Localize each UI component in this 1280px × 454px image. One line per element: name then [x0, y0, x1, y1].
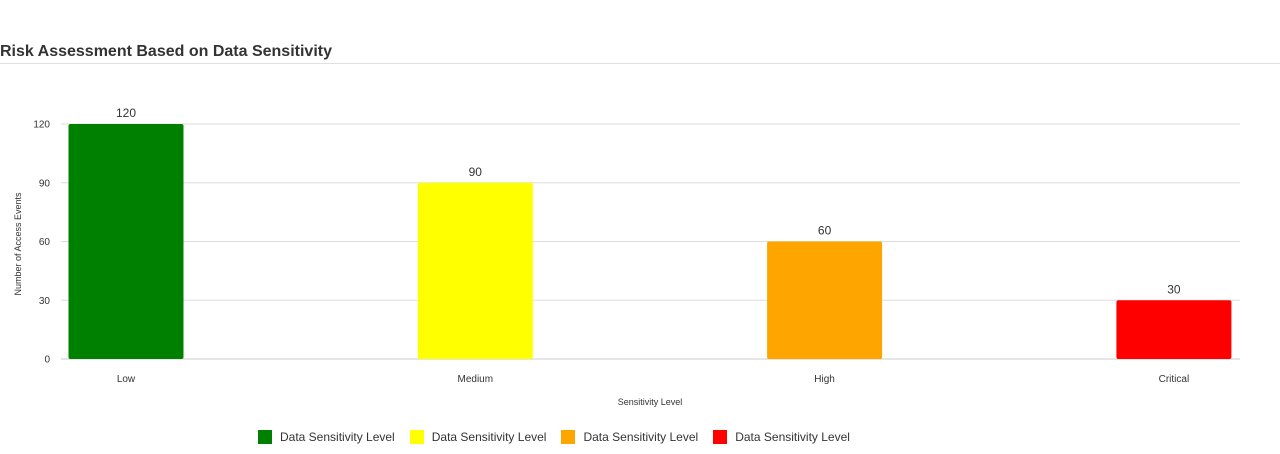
y-tick-label: 60 [39, 237, 51, 248]
bar-low [68, 124, 184, 359]
legend-label: Data Sensitivity Level [431, 430, 547, 444]
legend-label: Data Sensitivity Level [735, 430, 850, 444]
data-label: 90 [469, 165, 483, 179]
legend-item[interactable]: Data Sensitivity Level [409, 430, 547, 444]
legend-swatch [561, 430, 576, 444]
data-label: 60 [818, 224, 832, 238]
data-label: 120 [116, 106, 136, 120]
y-axis-title: Number of Access Events [13, 192, 23, 296]
legend-label: Data Sensitivity Level [280, 430, 395, 444]
bar-critical [1116, 300, 1232, 359]
legend-swatch [258, 430, 272, 444]
x-tick-label: Medium [458, 374, 494, 385]
y-tick-label: 0 [44, 355, 50, 366]
data-label: 30 [1167, 282, 1181, 296]
x-axis-title: Sensitivity Level [618, 397, 683, 407]
y-tick-label: 30 [39, 296, 51, 307]
bar-medium [417, 182, 533, 359]
legend-swatch [409, 430, 424, 444]
chart-legend: Data Sensitivity Level Data Sensitivity L… [258, 430, 865, 444]
legend-label: Data Sensitivity Level [583, 430, 699, 444]
bar-chart: 0 30 60 90 120 120 Low 90 Medium 60 High 30 Critical… [13, 106, 1240, 407]
y-tick-label: 120 [33, 120, 50, 131]
x-tick-label: High [814, 374, 835, 385]
chart-header: Risk Assessment Based on Data Sensitivit… [0, 0, 1280, 64]
x-tick-label: Low [117, 374, 136, 385]
chart-title: Risk Assessment Based on Data Sensitivit… [0, 43, 332, 60]
legend-swatch [713, 430, 728, 444]
legend-item[interactable]: Data Sensitivity Level [561, 430, 698, 444]
x-tick-label: Critical [1159, 374, 1190, 385]
legend-item[interactable]: Data Sensitivity Level [713, 430, 850, 444]
legend-item[interactable]: Data Sensitivity Level [258, 430, 395, 444]
bar-high [767, 241, 883, 359]
y-tick-label: 90 [39, 178, 51, 189]
